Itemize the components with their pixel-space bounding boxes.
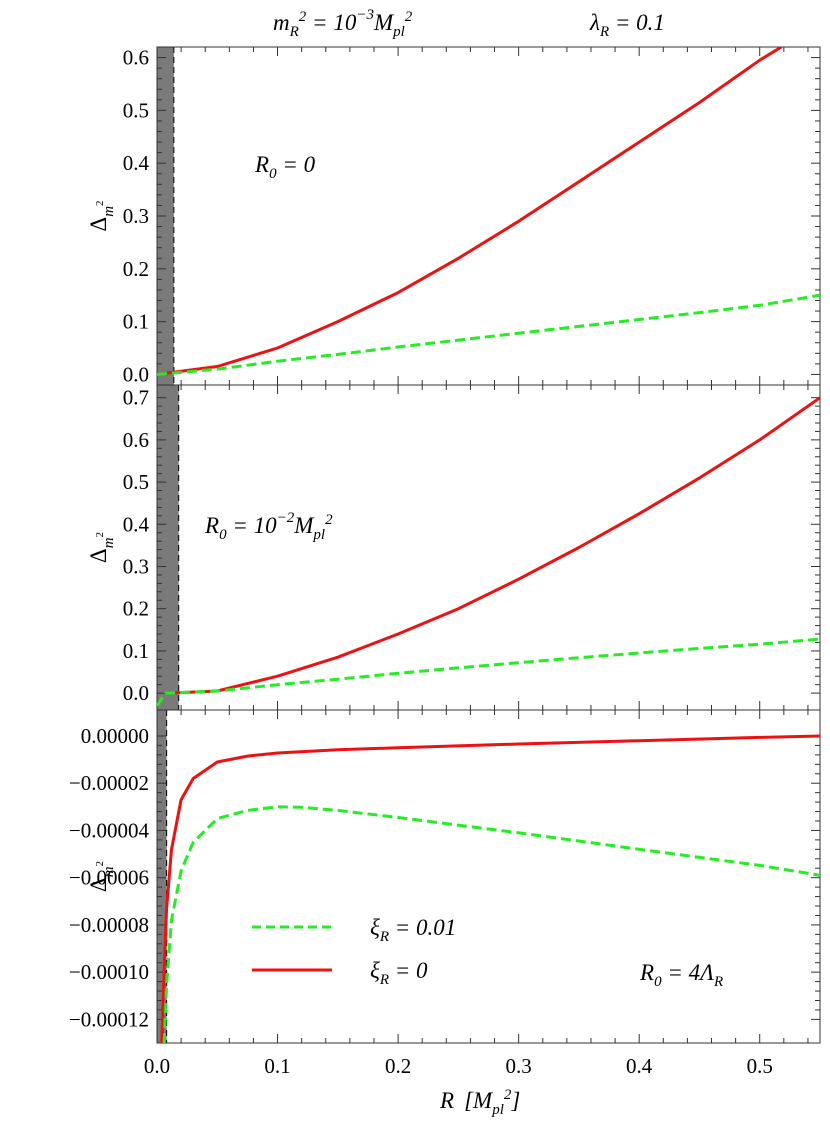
y-tick-label: −0.00002 (69, 771, 149, 795)
y-tick-label: 0.6 (123, 46, 149, 70)
panel-frame (156, 709, 821, 1044)
y-tick-label: 0.7 (123, 386, 149, 410)
y-tick-label: 0.2 (123, 257, 149, 281)
header: mR2 = 10−3Mpl2 λR = 0.1 (273, 7, 665, 40)
series-line-xi-0-01 (162, 805, 820, 1043)
x-tick-label: 0.0 (144, 1054, 170, 1078)
series-line-xi-0-01 (157, 637, 820, 707)
x-tick-label: 0.5 (747, 1054, 773, 1078)
x-axis-title: R [Mpl2] (439, 1087, 520, 1118)
series-line-xi-0 (169, 396, 820, 695)
x-tick-label: 0.1 (264, 1054, 290, 1078)
y-tick-label: 0.1 (123, 310, 149, 334)
y-tick-label: 0.3 (123, 554, 149, 578)
panel-middle: 0.0 0.1 0.2 0.3 0.4 0.5 0.6 0.7 Δm2 (86, 384, 821, 711)
y-axis-title: Δm2 (86, 532, 117, 563)
y-tick-label: 0.0 (123, 362, 149, 386)
shaded-region (157, 385, 179, 710)
y-tick-label: 0.6 (123, 428, 149, 452)
lambda-condition: λR = 0.1 (589, 10, 665, 40)
y-axis-title: Δm2 (86, 861, 117, 892)
y-tick-label: 0.5 (123, 470, 149, 494)
y-tick-label: 0.0 (123, 681, 149, 705)
y-tick-label: 0.2 (123, 597, 149, 621)
shaded-region (157, 710, 167, 1043)
y-tick-label: 0.4 (123, 512, 150, 536)
y-tick-label: 0.3 (123, 204, 149, 228)
x-tick-label: 0.3 (506, 1054, 532, 1078)
x-tick-label: 0.4 (626, 1054, 653, 1078)
panel-frame (156, 46, 821, 386)
mass-condition: mR2 = 10−3Mpl2 (273, 7, 413, 40)
series-line-xi-0 (157, 47, 783, 376)
y-tick-label: −0.00012 (69, 1007, 149, 1031)
series-line-xi-0 (160, 734, 820, 1043)
panel-frame (156, 384, 821, 711)
panel-top: 0.0 0.1 0.2 0.3 0.4 0.5 0.6 Δm2 (86, 46, 821, 386)
annotation-middle: R0 = 10−2Mpl2 (204, 510, 333, 543)
y-tick-label: 0.5 (123, 98, 149, 122)
y-tick-label: 0.1 (123, 639, 149, 663)
y-tick-label: −0.00006 (69, 866, 149, 890)
x-tick-label: 0.2 (385, 1054, 411, 1078)
legend-solid-label: ξR = 0 (370, 958, 428, 988)
legend-dashed-label: ξR = 0.01 (370, 915, 456, 945)
y-tick-label: −0.00004 (69, 818, 150, 842)
y-axis-title: Δm2 (86, 200, 117, 231)
y-tick-label: −0.00008 (69, 913, 149, 937)
y-tick-label: 0.4 (123, 151, 150, 175)
panel-bottom: 0.00000 −0.00002 −0.00004 −0.00006 −0.00008 −… (69, 709, 821, 1044)
y-tick-label: 0.00000 (81, 724, 149, 748)
annotation-bottom: R0 = 4ΛR (639, 960, 723, 990)
annotation-top: R0 = 0 (254, 152, 316, 182)
y-tick-label: −0.00010 (69, 960, 149, 984)
series-line-xi-0-01 (157, 293, 820, 376)
panels: 0.00.10.20.30.40.50.6Δm20.00.10.20.30.40… (69, 46, 821, 1078)
legend: ξR = 0.01 ξR = 0 (252, 915, 456, 988)
